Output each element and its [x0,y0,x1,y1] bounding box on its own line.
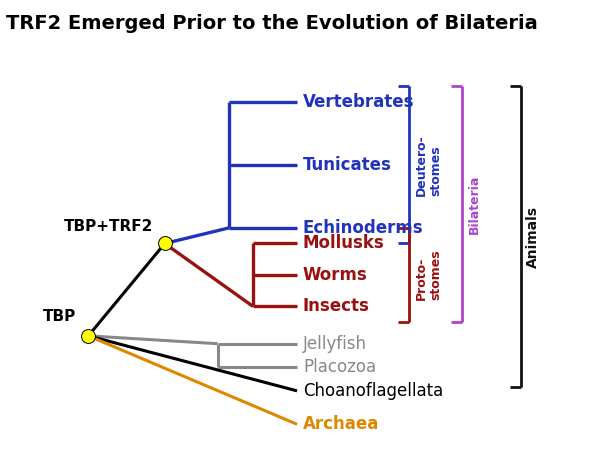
Text: Worms: Worms [303,266,368,284]
Text: Animals: Animals [526,206,541,268]
Text: Vertebrates: Vertebrates [303,93,415,111]
Text: Choanoflagellata: Choanoflagellata [303,382,443,400]
Text: Archaea: Archaea [303,415,379,433]
Text: Tunicates: Tunicates [303,156,392,174]
Text: TRF2 Emerged Prior to the Evolution of Bilateria: TRF2 Emerged Prior to the Evolution of B… [6,14,538,33]
Text: TBP+TRF2: TBP+TRF2 [64,218,153,234]
Point [160,240,170,247]
Text: Placozoa: Placozoa [303,358,376,376]
Point [83,332,93,340]
Text: Bilateria: Bilateria [467,175,481,234]
Text: Deutero-
stomes: Deutero- stomes [415,134,443,196]
Text: Insects: Insects [303,298,370,315]
Text: Proto-
stomes: Proto- stomes [415,250,443,300]
Text: Echinoderms: Echinoderms [303,219,424,237]
Text: TBP: TBP [43,309,77,324]
Text: Jellyfish: Jellyfish [303,335,367,353]
Text: Mollusks: Mollusks [303,234,385,252]
